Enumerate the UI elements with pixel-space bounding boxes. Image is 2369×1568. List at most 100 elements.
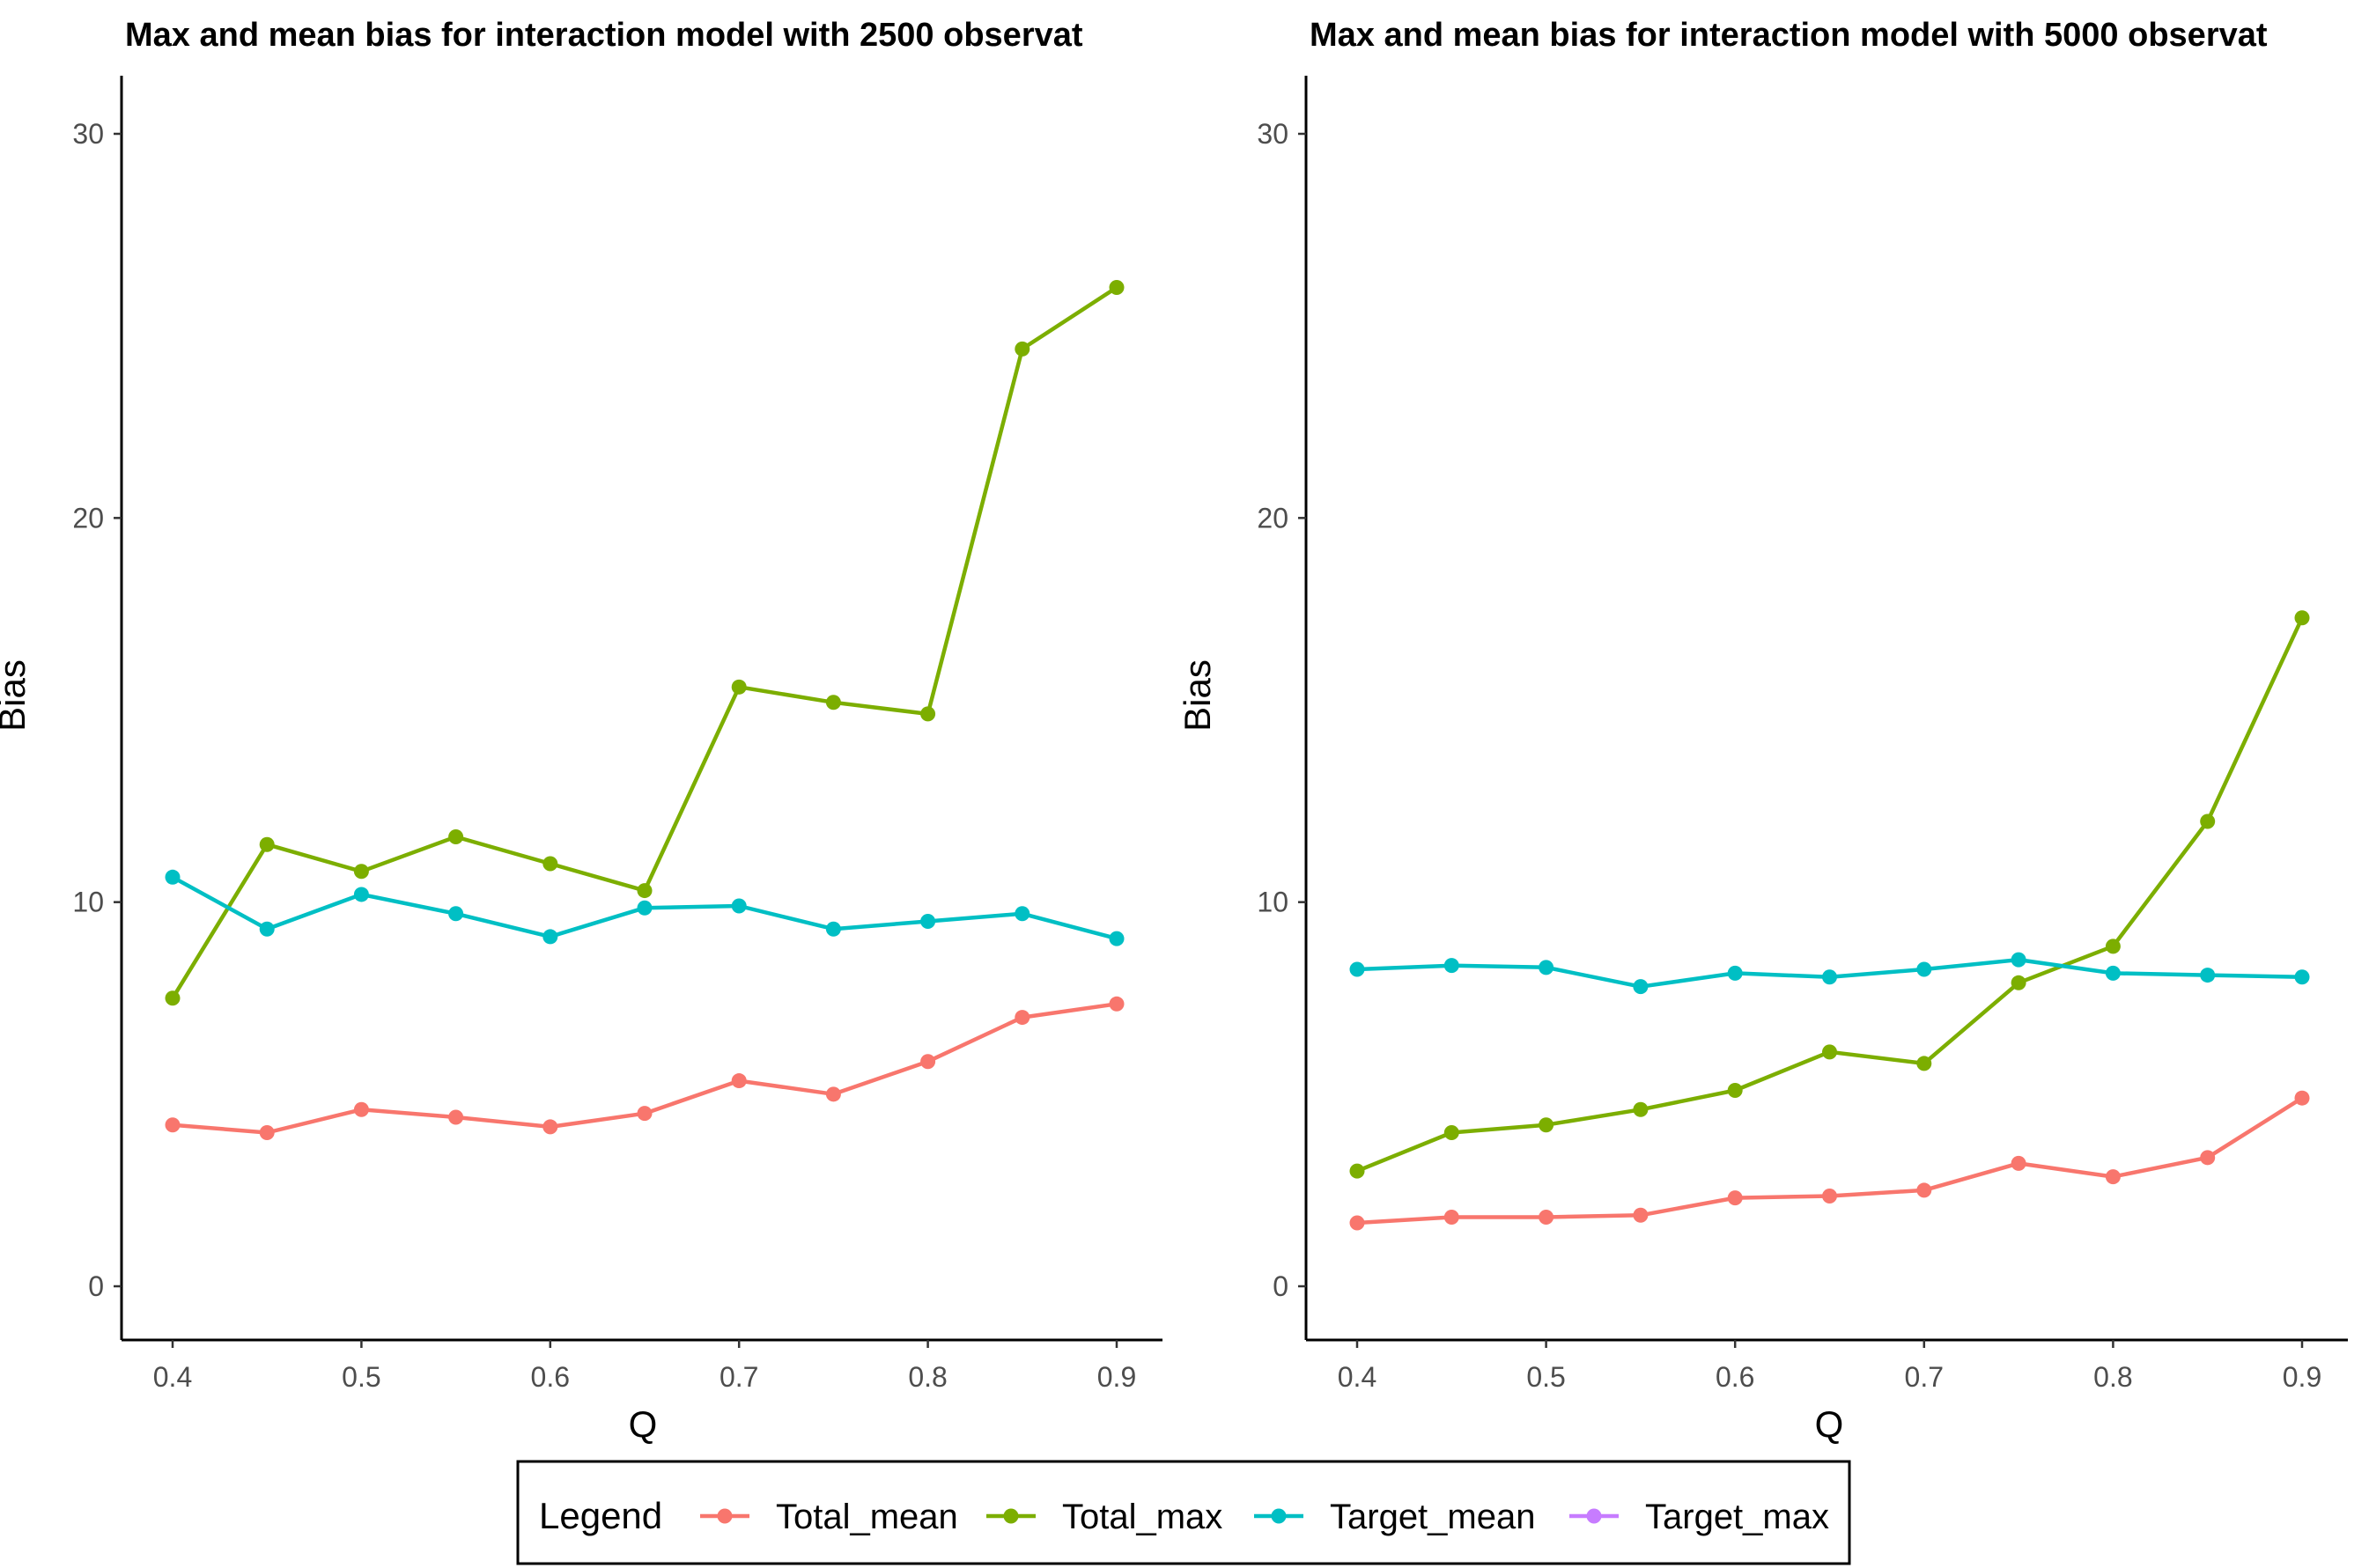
x-tick-label: 0.6 [1716, 1361, 1754, 1393]
x-tick-label: 0.5 [1526, 1361, 1565, 1393]
y-tick-label: 30 [1257, 118, 1288, 150]
data-point-total-mean [1349, 1215, 1365, 1231]
data-point-target-mean [1539, 960, 1554, 975]
data-point-total-max [825, 695, 841, 710]
data-point-total-max [542, 856, 558, 872]
chart-panel-1: Max and mean bias for interaction model … [0, 17, 1162, 1445]
series-total-mean [1349, 1090, 2310, 1231]
data-point-total-max [1633, 1101, 1649, 1117]
data-point-target-mean [825, 921, 841, 937]
x-tick-label: 0.8 [2093, 1361, 2132, 1393]
chart-title: Max and mean bias for interaction model … [125, 17, 1083, 54]
legend-title: Legend [539, 1495, 662, 1536]
x-tick-label: 0.6 [531, 1361, 570, 1393]
legend-label: Total_mean [776, 1498, 958, 1536]
x-tick-label: 0.5 [342, 1361, 380, 1393]
x-tick-label: 0.7 [1905, 1361, 1944, 1393]
data-point-target-mean [2200, 968, 2216, 983]
data-point-total-mean [825, 1086, 841, 1102]
chart-title: Max and mean bias for interaction model … [1310, 17, 2268, 54]
data-point-total-max [2294, 610, 2310, 626]
data-point-target-mean [353, 887, 369, 902]
x-axis-title: Q [629, 1403, 658, 1445]
data-point-total-max [1443, 1124, 1459, 1140]
legend-label: Target_mean [1330, 1498, 1535, 1536]
y-tick-label: 0 [88, 1270, 104, 1302]
legend-key-point [1003, 1508, 1019, 1524]
data-point-total-max [1727, 1082, 1743, 1098]
data-point-total-max [637, 883, 653, 899]
data-point-target-mean [259, 921, 275, 937]
data-point-target-mean [637, 900, 653, 916]
data-point-total-mean [448, 1109, 464, 1125]
data-point-target-mean [1822, 969, 1837, 985]
legend: Legend Total_mean Total_max Target_mean Tar… [516, 1460, 1851, 1565]
series-total-max [1349, 610, 2310, 1179]
data-point-total-mean [1727, 1190, 1743, 1206]
data-point-total-mean [1916, 1182, 1932, 1198]
data-point-target-mean [920, 913, 936, 929]
data-point-total-max [165, 990, 181, 1006]
data-point-total-max [353, 864, 369, 880]
chart-panel-2: Max and mean bias for interaction model … [1177, 17, 2348, 1445]
legend-item-total-mean: Total_mean [700, 1498, 958, 1536]
data-point-total-max [1539, 1117, 1554, 1133]
data-point-target-mean [2011, 952, 2026, 968]
series-target-mean [1349, 952, 2310, 995]
data-point-total-mean [1015, 1010, 1030, 1026]
legend-key-point [1271, 1508, 1287, 1524]
legend-item-total-max: Total_max [986, 1498, 1222, 1536]
data-point-target-mean [1633, 979, 1649, 995]
data-point-total-max [1822, 1044, 1837, 1060]
data-point-total-mean [353, 1101, 369, 1117]
data-point-total-mean [165, 1117, 181, 1133]
data-point-target-mean [1349, 961, 1365, 977]
y-axis-title: Bias [1177, 659, 1218, 732]
data-point-total-mean [920, 1054, 936, 1070]
y-axis-title: Bias [0, 659, 33, 732]
data-point-target-mean [2294, 969, 2310, 985]
data-point-total-mean [259, 1124, 275, 1140]
y-tick-label: 10 [72, 887, 104, 918]
data-point-total-mean [1109, 996, 1125, 1012]
data-point-target-mean [165, 869, 181, 885]
legend-label: Total_max [1062, 1498, 1222, 1536]
data-point-target-mean [731, 898, 747, 914]
data-point-total-mean [2105, 1169, 2121, 1185]
data-point-total-mean [731, 1073, 747, 1089]
series-line-total-max [1356, 616, 2305, 1174]
x-tick-label: 0.8 [908, 1361, 947, 1393]
data-point-target-mean [1727, 965, 1743, 981]
data-point-total-mean [542, 1119, 558, 1135]
series-line-total-mean [1356, 1096, 2304, 1226]
data-point-total-mean [2011, 1155, 2026, 1171]
data-point-total-mean [1443, 1209, 1459, 1225]
series-target-mean [165, 869, 1125, 946]
data-point-total-max [1349, 1163, 1365, 1179]
legend-item-target-mean: Target_mean [1254, 1498, 1535, 1536]
y-tick-label: 0 [1273, 1270, 1288, 1302]
data-point-total-mean [637, 1106, 653, 1122]
x-axis-title: Q [1815, 1403, 1844, 1445]
y-tick-label: 20 [1257, 502, 1288, 534]
data-point-total-max [448, 828, 464, 844]
data-point-target-mean [1109, 931, 1125, 946]
data-point-target-mean [1443, 958, 1459, 974]
data-point-total-max [2105, 939, 2121, 954]
data-point-total-mean [1822, 1188, 1837, 1204]
y-tick-label: 10 [1257, 887, 1288, 918]
data-point-total-max [259, 836, 275, 852]
legend-label: Target_max [1645, 1498, 1829, 1536]
data-point-total-max [1916, 1056, 1932, 1071]
x-tick-label: 0.4 [153, 1361, 192, 1393]
data-point-total-max [1109, 280, 1125, 296]
data-point-total-mean [1539, 1209, 1554, 1225]
x-tick-label: 0.9 [1097, 1361, 1136, 1393]
data-point-total-mean [2294, 1090, 2310, 1106]
y-tick-label: 20 [72, 502, 104, 534]
legend-box [516, 1460, 1851, 1565]
data-point-target-mean [1015, 906, 1030, 922]
x-tick-label: 0.4 [1338, 1361, 1376, 1393]
series-total-max [165, 280, 1125, 1006]
data-point-target-mean [1916, 961, 1932, 977]
